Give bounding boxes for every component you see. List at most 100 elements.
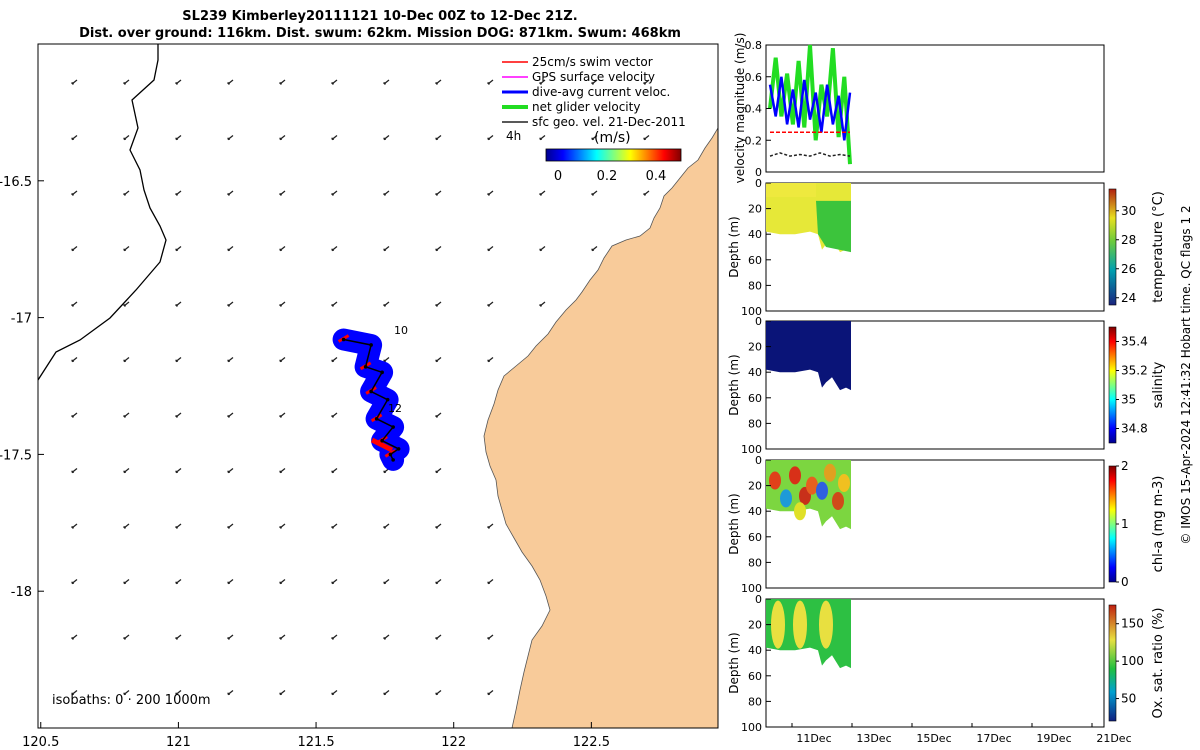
geo-velocity-arrow [279,356,286,363]
velocity-ytick-label: 0.2 [745,134,763,147]
colorbar-tick-label: 1 [1121,517,1129,531]
geo-velocity-arrow [331,412,338,418]
velocity-ticks: 0 0.2 0.4 0.6 0.8 [745,39,771,179]
map-xtick-label: 122.5 [573,735,610,750]
colorbar-tick-label: 30 [1121,204,1136,218]
velocity-ytick-label: 0.6 [745,71,763,84]
geo-velocity-arrow [71,412,78,418]
geo-velocity-arrow [123,356,130,363]
legend-entry-gps: GPS surface velocity [532,70,655,84]
colorbar-tick-label: 24 [1121,291,1136,305]
time-tick-label: 17Dec [976,732,1011,745]
geo-velocity-arrow [383,79,390,85]
geo-velocity-arrow [175,134,182,141]
geo-velocity-arrow [331,301,338,307]
glider-surfacing-point [380,370,384,375]
marker-4h: 4h [506,129,521,143]
geo-velocity-arrow [539,301,546,307]
depth-tick-label: 60 [748,531,762,544]
map-xtick-label: 121.5 [297,735,334,750]
geo-velocity-arrow [539,79,546,85]
depth-tick-label: 100 [741,582,762,595]
colorbar-tick-label: 35.2 [1121,364,1148,378]
chla-panel: 0 20 40 60 80 100 Depth (m) 0 1 2 chl-a (mg m-3) [727,454,1166,595]
glider-surfacing-point [374,417,379,421]
chla-patch [824,463,836,482]
depth-tick-label: 60 [748,254,762,267]
depth-tick-label: 80 [748,556,762,569]
geo-velocity-arrow [227,467,234,474]
geo-velocity-arrow [227,245,234,252]
glider-track [332,328,410,471]
track-label-12: 12 [388,402,402,415]
map-axes: 120.5 121 121.5 122 122.5 -16.5 -17 -17.5 -18 [0,175,610,750]
geo-velocity-arrow [487,79,494,85]
geo-velocity-arrow [175,412,182,418]
chla-colorbar [1108,465,1117,583]
map-ytick-label: -16.5 [0,175,32,190]
map-xtick-label: 120.5 [22,735,59,750]
depth-tick-label: 60 [748,392,762,405]
temperature-colorbar [1108,188,1117,306]
depth-ylabel: Depth (m) [727,216,741,277]
geo-velocity-arrow [331,245,338,252]
depth-tick-label: 100 [741,721,762,734]
geo-velocity-arrow [435,301,442,307]
geo-velocity-arrow [175,578,182,585]
depth-tick-label: 0 [755,593,762,606]
isobath-note: isobaths: 0 · 200 1000m [52,693,211,708]
depth-tick-label: 0 [755,177,762,190]
geo-velocity-arrow [227,134,234,141]
glider-surfacing-point [341,337,346,342]
temperature-panel: 0 20 40 60 80 100 Depth (m) 24 26 28 30 temperature… [727,177,1166,318]
geo-velocity-arrow [279,689,286,696]
dive-avg-velocity-line [768,76,852,141]
velocity-series [768,44,852,165]
geo-velocity-arrow [487,245,494,252]
geo-velocity-arrow [71,578,78,585]
oxygen-high-patch [771,600,785,649]
geo-velocity-arrow [227,689,234,696]
geo-velocity-arrow [383,134,390,141]
geo-velocity-arrow [591,79,598,85]
geo-velocity-arrow [175,634,182,640]
depth-tick-label: 80 [748,417,762,430]
depth-tick-label: 20 [748,480,762,493]
geo-velocity-arrow [331,134,338,141]
velocity-axes-frame [765,44,1105,173]
geo-velocity-arrow [591,245,598,252]
geostrophic-vectors [71,79,650,696]
geo-velocity-arrow [227,634,234,640]
map-xtick-label: 122 [441,735,466,750]
geo-velocity-arrow [539,190,546,196]
geo-velocity-arrow [123,689,130,696]
chart-subtitle: Dist. over ground: 116km. Dist. swum: 62… [79,26,681,41]
velocity-ytick-label: 0.8 [745,39,763,52]
salinity-section-fill [766,321,851,391]
map-legend: 25cm/s swim vector GPS surface velocity … [502,55,686,129]
geo-velocity-arrow [123,523,130,529]
geo-velocity-arrow [227,356,234,363]
map-ytick-label: -17.5 [0,448,32,463]
depth-tick-label: 80 [748,695,762,708]
legend-entry-geo: sfc geo. vel. 21-Dec-2011 [532,115,686,129]
glider-surfacing-point [385,397,390,402]
geo-velocity-arrow [123,634,130,640]
geo-velocity-arrow [331,467,338,474]
track-label-10: 10 [394,324,408,337]
time-tick-label: 11Dec [796,732,831,745]
geo-velocity-arrow [487,634,494,640]
geo-velocity-arrow [71,356,78,363]
velocity-ylabel: velocity magnitude (m/s) [733,33,747,184]
geo-velocity-arrow [539,134,546,141]
geo-velocity-arrow [227,412,234,418]
geo-velocity-arrow [227,79,234,85]
geo-velocity-arrow [383,245,390,252]
geo-velocity-arrow [123,245,130,252]
geo-velocity-arrow [71,134,78,141]
land-mass [484,128,718,728]
depth-tick-label: 0 [755,454,762,467]
geo-velocity-arrow [539,245,546,252]
legend-entry-dive-avg: dive-avg current veloc. [532,85,670,99]
